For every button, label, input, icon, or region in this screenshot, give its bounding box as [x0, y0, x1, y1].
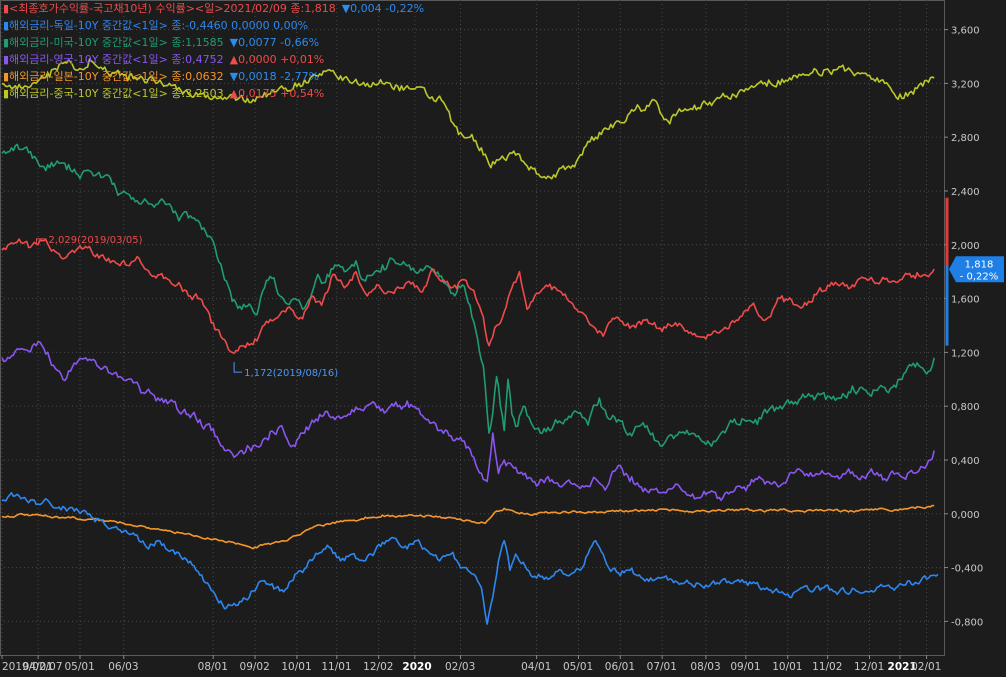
- x-tick-label: 02/01: [911, 661, 941, 673]
- x-tick-label: 2019/02/07: [2, 661, 63, 673]
- x-tick-label: 08/01: [198, 661, 228, 673]
- y-tick-label: 2,800: [951, 133, 980, 144]
- legend-entry-spread: ▮<최종호가수익률-국고채10년) 수익률><일>2021/02/09 종:1,…: [3, 1, 424, 15]
- y-tick-label: 2,000: [951, 241, 980, 252]
- y-tick-label: 1,200: [951, 348, 980, 359]
- legend-entry-usa: ▮해외금리-미국-10Y 중간값<1일> 종:1,1585 ▼0,0077 -0,…: [3, 35, 319, 49]
- annotation-label: 1,172(2019/08/16): [244, 368, 338, 379]
- x-tick-label: 05/01: [563, 661, 593, 673]
- legend-text: ▮해외금리-영국-10Y 중간값<1일> 종:0,4752: [3, 52, 224, 66]
- legend-entry-uk: ▮해외금리-영국-10Y 중간값<1일> 종:0,4752 ▲0,0000 +0,…: [3, 52, 324, 66]
- annotation-label: 2,029(2019/03/05): [48, 235, 142, 246]
- x-tick-label: 05/01: [65, 661, 95, 673]
- x-tick-label: 09/01: [730, 661, 760, 673]
- y-tick-label: 0,000: [951, 510, 980, 521]
- x-tick-label: 11/01: [321, 661, 351, 673]
- series-line-usa: [1, 143, 935, 447]
- x-tick-label: 06/01: [605, 661, 635, 673]
- annotations: 2,029(2019/03/05) 1,172(2019/08/16): [35, 235, 338, 379]
- x-tick-label: 02/03: [445, 661, 475, 673]
- y-tick-label: 3,200: [951, 79, 980, 90]
- legend-text: ▮해외금리-중국-10Y 중간값<1일> 종:3,2503: [3, 86, 224, 100]
- y-axis: -0,800 -0,400 0,000 0,400 0,800 1,200 1,600 2,0…: [944, 26, 1004, 628]
- plot-frame: [0, 0, 945, 656]
- x-tick-label: 2020: [402, 661, 431, 673]
- x-tick-label: 09/02: [240, 661, 270, 673]
- x-tick-label: 08/03: [690, 661, 720, 673]
- series-line-japan: [1, 504, 935, 550]
- x-tick-label: 04/01: [521, 661, 551, 673]
- legend-text: ▲0,0000 +0,01%: [230, 53, 325, 66]
- legend-entry-japan: ▮해외금리-일본-10Y 중간값<1일> 종:0,0632 ▼0,0018 -2,…: [3, 69, 319, 83]
- x-tick-label: 11/02: [812, 661, 842, 673]
- annotation-leader: [35, 238, 47, 243]
- x-tick-label: 12/01: [854, 661, 884, 673]
- x-tick-label: 07/01: [647, 661, 677, 673]
- legend: ▮<최종호가수익률-국고채10년) 수익률><일>2021/02/09 종:1,…: [3, 1, 424, 100]
- series-line-uk: [1, 340, 935, 502]
- y-tick-label: 0,800: [951, 402, 980, 413]
- x-tick-label: 06/03: [108, 661, 138, 673]
- y-tick-label: -0,400: [951, 564, 983, 575]
- series-line-spread: [1, 238, 935, 355]
- x-tick-label: 10/01: [281, 661, 311, 673]
- x-tick-label: 2021: [888, 661, 917, 673]
- annotation-leader: [233, 362, 243, 373]
- legend-text: ▲0,0175 +0,54%: [230, 87, 325, 100]
- legend-text: ▮<최종호가수익률-국고채10년) 수익률><일>2021/02/09 종:1,…: [3, 1, 336, 15]
- legend-entry-china: ▮해외금리-중국-10Y 중간값<1일> 종:3,2503 ▲0,0175 +0,…: [3, 86, 324, 100]
- legend-entry-germany: ▮해외금리-독일-10Y 중간값<1일> 종:-0,4460 0,0000 0,…: [3, 18, 308, 32]
- y-tick-label: 0,400: [951, 456, 980, 467]
- y-tick-label: 3,600: [951, 26, 980, 37]
- legend-text: ▮해외금리-미국-10Y 중간값<1일> 종:1,1585: [3, 35, 224, 49]
- series-lines: [1, 58, 939, 625]
- x-tick-label: 04/01: [23, 661, 53, 673]
- last-value-badge: [949, 256, 1004, 283]
- last-change-text: - 0,22%: [960, 271, 999, 282]
- legend-text: ▼0,0018 -2,77%: [230, 70, 319, 83]
- y-tick-label: 2,400: [951, 187, 980, 198]
- legend-text: ▼0,0077 -0,66%: [230, 36, 319, 49]
- x-tick-label: 10/01: [772, 661, 802, 673]
- series-line-germany: [1, 492, 939, 625]
- last-value-text: 1,818: [965, 259, 994, 270]
- series-line-china: [1, 58, 935, 180]
- y-tick-label: 1,600: [951, 295, 980, 306]
- legend-text: ▮해외금리-일본-10Y 중간값<1일> 종:0,0632: [3, 69, 224, 83]
- legend-text: ▼0,004 -0,22%: [342, 2, 424, 15]
- legend-text: ▮해외금리-독일-10Y 중간값<1일> 종:-0,4460 0,0000 0,…: [3, 18, 308, 32]
- y-tick-label: -0,800: [951, 617, 983, 628]
- x-tick-label: 12/02: [363, 661, 393, 673]
